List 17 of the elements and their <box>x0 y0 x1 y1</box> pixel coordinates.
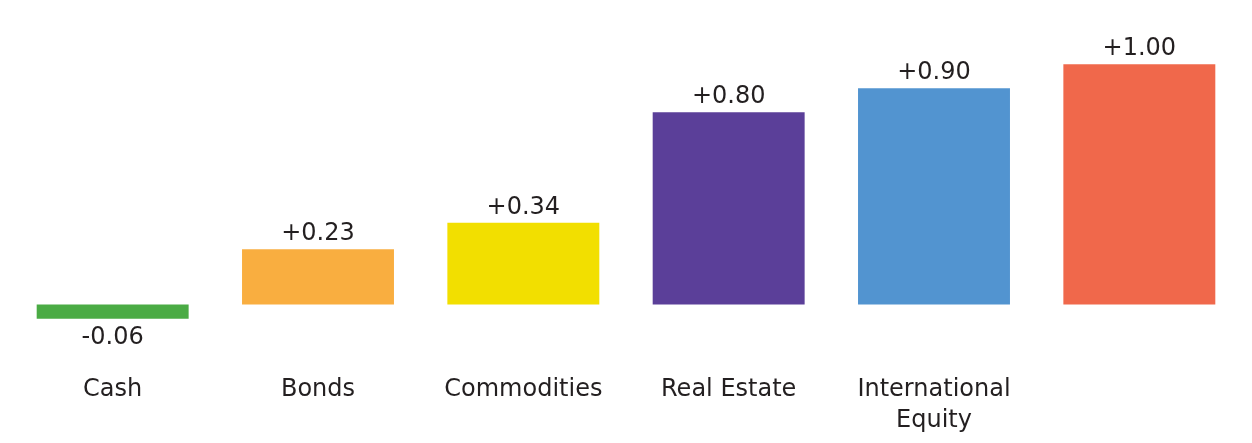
data-label: +0.23 <box>281 218 355 247</box>
x-tick-label: International Equity <box>857 374 1011 434</box>
data-label: +0.80 <box>691 81 766 110</box>
x-tick-label: Real Estate <box>661 374 797 402</box>
bar <box>1063 64 1216 305</box>
bar <box>447 222 600 305</box>
x-tick-label: Commodities <box>444 374 603 402</box>
bar <box>242 249 394 305</box>
data-label: +0.90 <box>897 57 971 86</box>
data-label: +0.34 <box>486 191 561 220</box>
bar <box>858 88 1010 305</box>
x-tick-label: Cash <box>83 374 143 402</box>
data-label: -0.06 <box>81 321 144 350</box>
bar <box>652 112 805 305</box>
x-tick-label: Bonds <box>280 374 356 402</box>
bar <box>36 304 189 319</box>
data-label: +1.00 <box>1102 33 1177 62</box>
